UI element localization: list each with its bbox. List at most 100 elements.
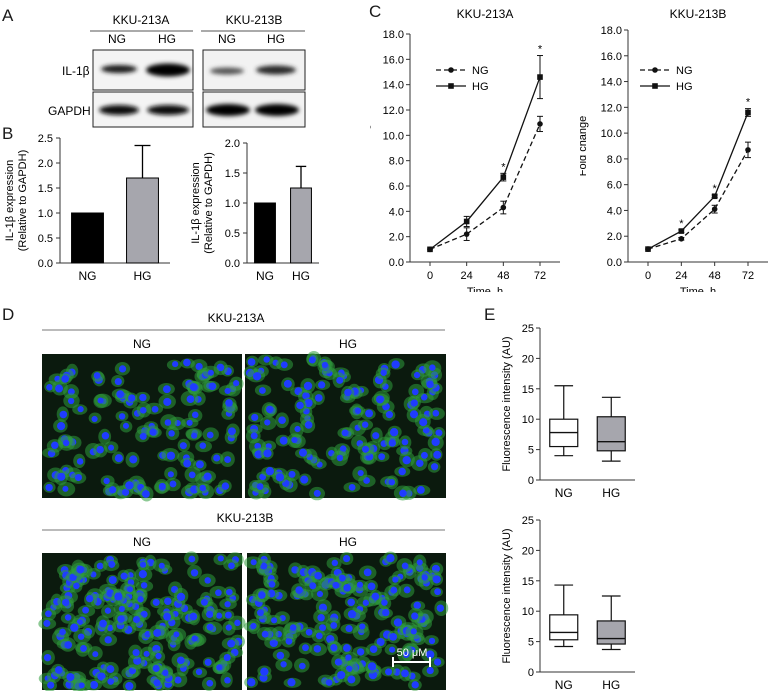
y-tick-label: 1.5 (225, 168, 240, 180)
y-tick-label: 8.0 (389, 156, 404, 168)
cell-nucleus (403, 651, 410, 659)
cell-nucleus (434, 588, 441, 596)
cell-nucleus (265, 405, 274, 414)
cell-nucleus (330, 621, 338, 629)
y-tick-label: 10 (522, 606, 534, 618)
cell-nucleus (108, 560, 116, 568)
marker-hg (711, 193, 718, 200)
cell-nucleus (107, 678, 114, 685)
cell-nucleus (101, 431, 110, 440)
cell-nucleus (92, 651, 99, 658)
cell-nucleus (114, 377, 122, 386)
cell-nucleus (367, 582, 376, 591)
cell-nucleus (416, 486, 425, 494)
cell-nucleus (217, 555, 224, 562)
y-tick-label: 0.5 (38, 233, 53, 245)
y-axis-label: Fold change (370, 118, 371, 179)
marker-hg (427, 246, 433, 253)
box-hg (596, 416, 626, 452)
y-tick-label: 18.0 (383, 29, 404, 41)
cell-nucleus (216, 612, 223, 619)
blot-cell-line-b: KKU-213B (226, 13, 283, 27)
panel-letter-c: C (369, 2, 382, 21)
cell-nucleus (228, 427, 236, 436)
panel-letter-d: D (2, 305, 15, 324)
marker-ng (537, 121, 543, 127)
cell-nucleus (152, 665, 160, 672)
cell-nucleus (348, 483, 356, 491)
marker-ng (711, 206, 718, 212)
cell-nucleus (250, 622, 257, 630)
x-axis-label: Time, h (467, 286, 503, 292)
y-tick-label: 2.0 (607, 231, 622, 243)
legend-marker-hg (448, 83, 454, 89)
y-axis-label-line: IL-1β expression (190, 162, 202, 244)
cell-nucleus (224, 387, 231, 395)
cell-nucleus (372, 432, 380, 440)
y-axis-label: Fluorescence intensity (AU) (501, 528, 513, 663)
y-tick-label: 20 (522, 545, 534, 557)
x-tick-label: 24 (675, 270, 687, 282)
cell-nucleus (413, 371, 421, 379)
cell-nucleus (419, 418, 428, 427)
cell-nucleus (263, 356, 270, 363)
x-tick-label: 48 (709, 270, 721, 282)
cell-nucleus (85, 595, 94, 603)
cell-nucleus (108, 444, 115, 451)
legend-label-ng: NG (472, 65, 489, 77)
y-tick-label: 16.0 (601, 51, 622, 63)
cell-nucleus (213, 454, 221, 462)
scale-bar-label: 50 μM (397, 647, 428, 659)
cell-nucleus (155, 652, 162, 660)
cell-nucleus (331, 559, 339, 567)
cell-nucleus (137, 596, 144, 603)
cell-nucleus (226, 588, 233, 596)
y-tick-label: 10.0 (383, 130, 404, 142)
cell-nucleus (114, 592, 123, 601)
y-tick-label: 2.5 (38, 133, 53, 145)
cell-nucleus (66, 673, 75, 682)
cell-nucleus (361, 445, 370, 453)
western-blot-panel: KKU-213A KKU-213B NG HG NG HG IL-1β GAPD… (48, 13, 306, 128)
cell-nucleus (386, 554, 395, 563)
cell-nucleus (206, 610, 214, 618)
x-tick-label-hg: HG (602, 678, 620, 691)
cell-nucleus (224, 456, 232, 464)
cell-nucleus (59, 628, 66, 636)
cell-nucleus (169, 480, 177, 488)
cell-nucleus (195, 668, 203, 676)
cell-nucleus (204, 577, 211, 584)
cell-nucleus (104, 607, 112, 614)
marker-hg (745, 109, 751, 116)
cell-nucleus (296, 401, 304, 410)
cell-nucleus (223, 654, 231, 662)
y-tick-label: 5 (528, 445, 534, 457)
band-il1b-ng-a (101, 65, 137, 73)
cell-nucleus (97, 397, 104, 404)
cell-nucleus (163, 612, 172, 621)
cell-nucleus (429, 364, 436, 371)
cell-nucleus (251, 413, 259, 422)
cell-nucleus (125, 481, 134, 490)
y-tick-label: 10 (522, 414, 534, 426)
y-tick-label: 10.0 (601, 128, 622, 140)
cell-nucleus (186, 419, 193, 426)
cell-nucleus (108, 575, 117, 585)
cell-nucleus (371, 592, 380, 601)
box-plot-kku213a: 0 5 10 15 20 25 Fluorescence intensity (AU) NG H… (501, 323, 635, 500)
cell-nucleus (132, 615, 141, 624)
cell-nucleus (341, 429, 349, 437)
cell-nucleus (224, 601, 231, 608)
cell-nucleus (67, 388, 75, 396)
cell-nucleus (256, 483, 264, 490)
cell-nucleus (118, 365, 127, 373)
cell-nucleus (280, 361, 288, 369)
micrograph-kku213a-hg (243, 351, 446, 501)
cell-nucleus (263, 449, 272, 458)
cell-nucleus (269, 638, 278, 648)
cell-nucleus (330, 644, 338, 652)
cell-nucleus (158, 482, 166, 490)
cell-nucleus (158, 562, 165, 569)
y-tick-label: 0.0 (38, 258, 53, 270)
cell-nucleus (432, 575, 441, 584)
